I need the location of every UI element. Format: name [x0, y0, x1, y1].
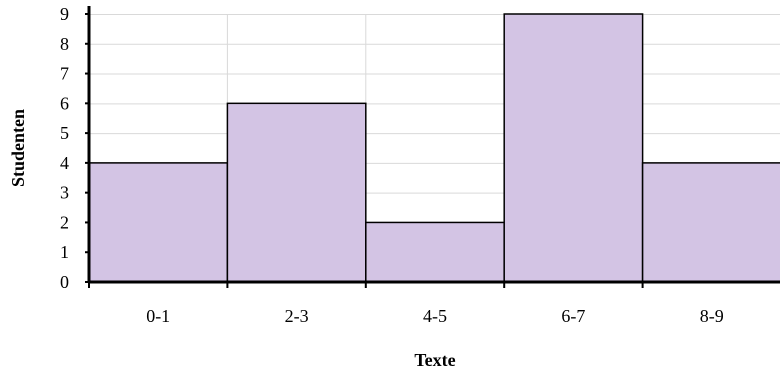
y-tick-label: 5 [60, 123, 69, 143]
y-tick-label: 4 [60, 153, 69, 173]
x-tick-label: 0-1 [146, 306, 170, 326]
y-tick-label: 3 [60, 183, 69, 203]
bar-0-1 [88, 162, 229, 283]
x-tick-label: 2-3 [285, 306, 309, 326]
y-tick-label: 7 [60, 64, 69, 84]
x-tick-label: 8-9 [700, 306, 724, 326]
ticks-layer: 0 1 2 3 4 5 6 7 8 9 0-1 2-3 4-5 6-7 8-9 [60, 4, 724, 326]
x-tick-label: 4-5 [423, 306, 447, 326]
y-tick-label: 8 [60, 34, 69, 54]
x-tick-label: 6-7 [561, 306, 585, 326]
bar-2-3 [226, 102, 367, 283]
y-tick-label: 1 [60, 242, 69, 262]
y-tick-label: 2 [60, 212, 69, 232]
bar-6-7 [503, 13, 644, 283]
bars-layer [88, 13, 780, 283]
bar-4-5 [365, 221, 505, 283]
y-axis-title: Studenten [8, 109, 28, 187]
bar-8-9 [641, 162, 780, 283]
y-tick-label: 0 [60, 272, 69, 292]
y-tick-label: 9 [60, 4, 69, 24]
y-tick-label: 6 [60, 93, 69, 113]
axes-layer [87, 6, 780, 284]
x-axis-title: Texte [414, 350, 455, 370]
